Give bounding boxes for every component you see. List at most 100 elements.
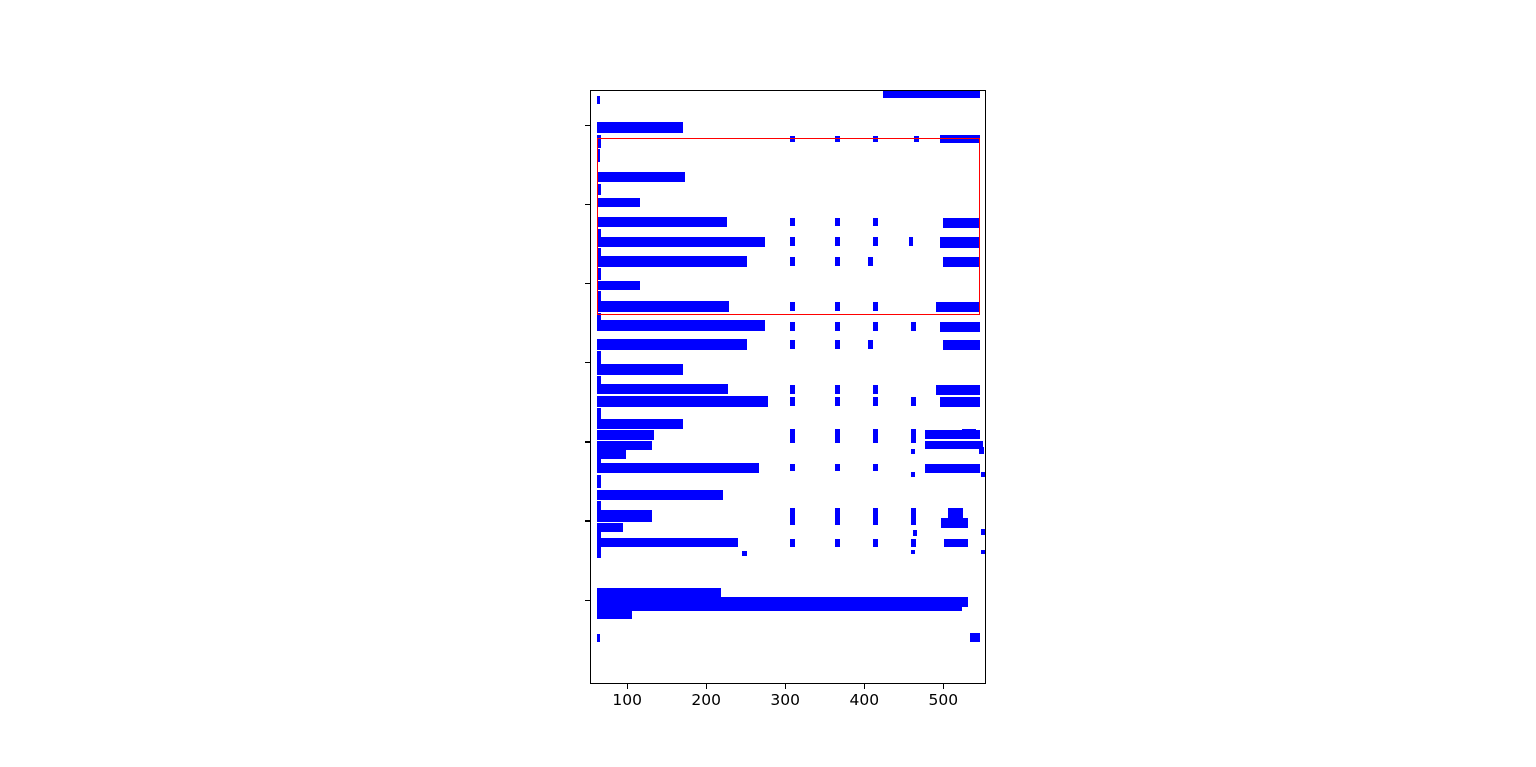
- text-line-box: [873, 321, 878, 331]
- text-line-box: [596, 148, 601, 163]
- text-line-box: [790, 136, 795, 142]
- text-line-box: [596, 587, 722, 599]
- text-line-box: [596, 537, 739, 548]
- text-line-box: [596, 462, 759, 474]
- text-line-box: [925, 430, 980, 439]
- text-line-box: [596, 291, 602, 303]
- text-line-box: [596, 605, 962, 612]
- text-line-box: [596, 474, 602, 489]
- text-line-box: [596, 320, 765, 332]
- text-line-box: [911, 397, 916, 406]
- x-axis-ticklabel: 300: [770, 691, 801, 709]
- text-line-box: [790, 321, 795, 331]
- text-line-box: [980, 529, 985, 535]
- text-line-box: [925, 440, 984, 450]
- text-line-box: [835, 538, 840, 547]
- text-line-box: [596, 228, 602, 241]
- text-line-box: [873, 385, 878, 394]
- text-line-box: [873, 136, 878, 142]
- text-line-box: [835, 385, 840, 394]
- text-line-box: [942, 218, 980, 228]
- text-line-box: [596, 384, 728, 394]
- text-line-box: [596, 351, 602, 364]
- text-line-box: [939, 321, 980, 333]
- text-line-box: [948, 507, 964, 519]
- text-line-box: [596, 216, 727, 228]
- text-line-box: [873, 397, 878, 406]
- text-line-box: [835, 463, 840, 472]
- text-line-box: [790, 538, 795, 547]
- text-line-box: [596, 510, 652, 523]
- plot-axes: [590, 90, 986, 684]
- text-line-box: [596, 489, 723, 500]
- text-line-box: [911, 538, 916, 547]
- text-line-box: [911, 549, 916, 555]
- text-line-box: [790, 397, 795, 406]
- text-line-box: [944, 538, 969, 548]
- text-line-box: [979, 446, 984, 455]
- text-line-box: [873, 302, 878, 311]
- text-line-box: [596, 339, 747, 350]
- text-line-box: [790, 237, 795, 246]
- x-axis-ticklabel: 400: [849, 691, 880, 709]
- text-line-box: [835, 428, 840, 443]
- text-line-box: [873, 218, 878, 227]
- text-line-box: [873, 237, 878, 246]
- x-axis-ticklabel: 200: [691, 691, 721, 709]
- text-line-box: [596, 634, 601, 643]
- text-line-box: [596, 419, 684, 429]
- text-line-box: [911, 321, 916, 331]
- text-line-box: [835, 237, 840, 246]
- text-line-box: [596, 375, 602, 388]
- text-line-box: [596, 396, 769, 407]
- text-line-box: [942, 257, 980, 268]
- text-line-box: [596, 268, 602, 281]
- text-line-box: [596, 363, 684, 375]
- text-line-box: [980, 549, 985, 555]
- text-line-box: [868, 257, 874, 266]
- text-line-box: [790, 507, 795, 526]
- text-line-box: [790, 428, 795, 443]
- text-line-box: [835, 136, 840, 142]
- text-line-box: [835, 397, 840, 406]
- text-line-box: [912, 529, 917, 536]
- text-line-box: [596, 430, 655, 440]
- text-line-box: [596, 522, 623, 532]
- region-of-interest-rect: [597, 137, 980, 315]
- text-line-box: [835, 302, 840, 311]
- text-line-box: [873, 507, 878, 526]
- text-line-box: [873, 428, 878, 443]
- text-line-box: [790, 463, 795, 472]
- text-line-box: [936, 302, 980, 313]
- text-line-box: [596, 500, 602, 512]
- text-line-box: [790, 302, 795, 311]
- text-line-box: [596, 134, 602, 148]
- text-line-box: [596, 248, 602, 261]
- text-line-box: [596, 450, 626, 459]
- text-line-box: [925, 463, 980, 474]
- text-line-box: [835, 321, 840, 331]
- text-line-box: [941, 518, 968, 528]
- text-line-box: [939, 397, 980, 408]
- text-line-box: [596, 280, 640, 291]
- text-line-box: [790, 340, 795, 349]
- text-line-box: [596, 121, 684, 133]
- text-line-box: [868, 340, 874, 349]
- text-line-box: [596, 531, 602, 542]
- text-line-box: [741, 550, 747, 557]
- text-line-box: [596, 597, 969, 608]
- text-line-box: [911, 472, 916, 477]
- x-axis-ticklabel: 100: [612, 691, 642, 709]
- text-line-box: [596, 183, 602, 196]
- text-line-box: [873, 538, 878, 547]
- text-line-box: [790, 257, 795, 266]
- text-line-box: [596, 545, 602, 558]
- text-line-box: [596, 301, 729, 312]
- text-line-box: [911, 507, 916, 526]
- text-line-box: [596, 236, 765, 247]
- text-line-box: [790, 385, 795, 394]
- text-line-box: [939, 135, 980, 144]
- text-line-box: [596, 95, 601, 104]
- text-line-box: [835, 218, 840, 227]
